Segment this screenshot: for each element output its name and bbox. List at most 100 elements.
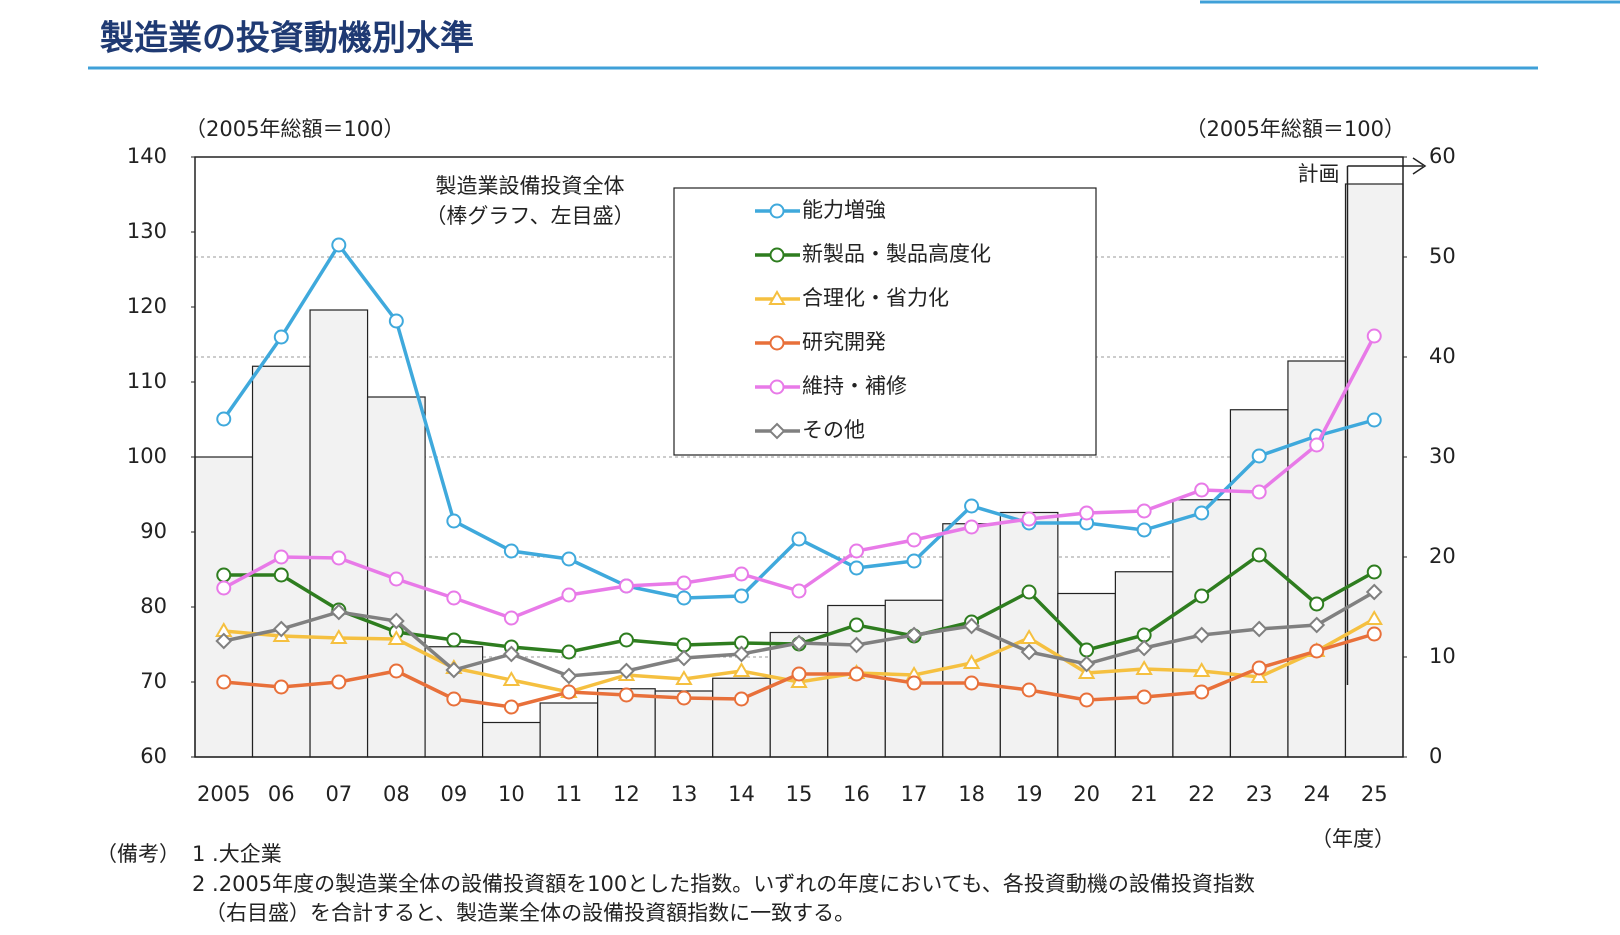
marker — [330, 629, 348, 644]
marker — [1021, 682, 1037, 698]
marker — [1078, 655, 1096, 673]
marker — [964, 519, 980, 535]
x-tick-label: 12 — [613, 782, 640, 806]
marker — [1251, 660, 1267, 676]
marker — [503, 543, 519, 559]
legend-label: 維持・補修 — [802, 374, 907, 398]
marker — [1250, 668, 1268, 683]
marker — [388, 313, 404, 329]
x-tick-label: 21 — [1131, 782, 1158, 806]
marker — [502, 645, 520, 663]
x-tick-label: 13 — [671, 782, 698, 806]
marker — [1079, 505, 1095, 521]
marker — [331, 550, 347, 566]
marker — [1136, 689, 1152, 705]
marker — [560, 667, 578, 685]
marker — [273, 679, 289, 695]
y-tick-label: 130 — [127, 219, 167, 243]
marker — [1309, 643, 1325, 659]
marker — [216, 674, 232, 690]
bar — [769, 631, 829, 758]
page-title: 製造業の投資動機別水準 — [100, 19, 474, 59]
marker — [215, 632, 233, 650]
x-tick-label: 2005 — [197, 782, 250, 806]
marker — [676, 637, 692, 653]
marker — [446, 632, 462, 648]
marker — [733, 691, 749, 707]
marker — [273, 549, 289, 565]
x-tick-label: 07 — [325, 782, 352, 806]
marker — [561, 551, 577, 567]
marker — [675, 670, 693, 685]
marker — [618, 578, 634, 594]
marker — [769, 247, 785, 263]
x-tick-label: 20 — [1073, 782, 1100, 806]
marker — [768, 422, 786, 440]
y2-tick-label: 50 — [1429, 244, 1456, 268]
y2-tick-label: 10 — [1429, 644, 1456, 668]
marker — [1193, 626, 1211, 644]
marker — [1135, 660, 1153, 675]
marker — [676, 590, 692, 606]
marker — [791, 583, 807, 599]
marker — [330, 603, 348, 621]
marker — [1365, 610, 1383, 625]
bar — [309, 309, 369, 758]
marker — [1251, 448, 1267, 464]
marker — [503, 699, 519, 715]
plan-label: 計画 — [1297, 162, 1339, 186]
marker — [732, 662, 751, 677]
marker — [445, 661, 463, 679]
marker — [1192, 662, 1211, 677]
y2-tick-label: 60 — [1429, 144, 1456, 168]
x-tick-label: 10 — [498, 782, 525, 806]
marker — [1366, 412, 1382, 428]
marker — [905, 626, 923, 644]
marker — [561, 644, 577, 660]
legend-label: その他 — [802, 418, 865, 442]
marker — [769, 379, 785, 395]
marker — [1020, 643, 1038, 661]
x-tick-label: 11 — [556, 782, 583, 806]
y-tick-label: 60 — [140, 744, 167, 768]
plan-arrow — [1412, 157, 1427, 175]
bar-annotation: 製造業設備投資全体 — [436, 174, 625, 198]
marker — [791, 666, 807, 682]
marker — [1021, 511, 1037, 527]
marker — [1366, 564, 1382, 580]
marker — [964, 675, 980, 691]
marker — [733, 588, 749, 604]
marker — [1366, 328, 1382, 344]
marker — [331, 674, 347, 690]
bar — [539, 702, 599, 758]
marker — [1194, 684, 1210, 700]
marker — [1309, 596, 1325, 612]
marker — [502, 671, 521, 686]
marker — [1251, 547, 1267, 563]
marker — [1309, 437, 1325, 453]
marker — [503, 610, 519, 626]
x-tick-label: 25 — [1361, 782, 1388, 806]
marker — [446, 691, 462, 707]
marker — [618, 662, 635, 680]
marker — [906, 553, 922, 569]
marker — [790, 634, 808, 652]
y2-tick-label: 30 — [1429, 444, 1456, 468]
marker — [962, 654, 981, 669]
marker — [273, 329, 289, 345]
y2-tick-label: 20 — [1429, 544, 1456, 568]
marker — [906, 675, 922, 691]
y-tick-label: 140 — [127, 144, 167, 168]
y2-unit-label: （2005年総額＝100） — [1185, 117, 1405, 141]
marker — [216, 411, 232, 427]
marker — [272, 620, 290, 638]
y-tick-label: 120 — [127, 294, 167, 318]
marker — [387, 630, 406, 645]
bar — [942, 523, 1001, 758]
marker — [1136, 627, 1152, 643]
marker — [676, 575, 692, 591]
marker — [675, 649, 693, 667]
note-line: （右目盛）を合計すると、製造業全体の設備投資額指数に一致する。 — [205, 901, 855, 925]
marker — [791, 531, 807, 547]
